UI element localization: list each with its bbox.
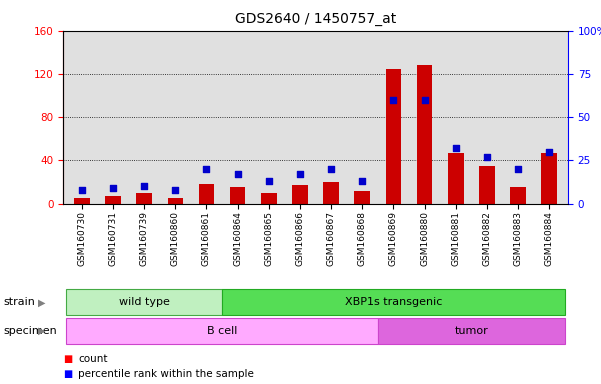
Bar: [479, 166, 495, 204]
Text: ■: ■: [63, 369, 72, 379]
Point: [482, 154, 492, 160]
Bar: [378, 318, 565, 344]
Text: ▶: ▶: [38, 297, 45, 308]
Point: [513, 166, 523, 172]
Text: ▶: ▶: [38, 326, 45, 336]
Bar: [261, 193, 276, 204]
Bar: [66, 318, 378, 344]
Point: [389, 97, 398, 103]
Bar: [230, 187, 245, 204]
Text: ■: ■: [63, 354, 72, 364]
Point: [419, 97, 429, 103]
Text: tumor: tumor: [454, 326, 488, 336]
Text: GDS2640 / 1450757_at: GDS2640 / 1450757_at: [235, 12, 396, 25]
Point: [451, 145, 460, 151]
Text: count: count: [78, 354, 108, 364]
Point: [264, 178, 273, 184]
Point: [108, 185, 118, 191]
Point: [545, 149, 554, 155]
Bar: [510, 187, 526, 204]
Point: [77, 187, 87, 193]
Bar: [355, 190, 370, 204]
Text: strain: strain: [3, 297, 35, 308]
Point: [202, 166, 212, 172]
Text: percentile rank within the sample: percentile rank within the sample: [78, 369, 254, 379]
Text: XBP1s transgenic: XBP1s transgenic: [345, 297, 442, 308]
Point: [139, 183, 149, 189]
Text: B cell: B cell: [207, 326, 237, 336]
Bar: [168, 198, 183, 204]
Text: wild type: wild type: [118, 297, 169, 308]
Bar: [222, 290, 565, 315]
Point: [326, 166, 336, 172]
Bar: [448, 153, 463, 204]
Bar: [542, 153, 557, 204]
Bar: [323, 182, 339, 204]
Point: [233, 171, 242, 177]
Point: [295, 171, 305, 177]
Bar: [105, 196, 121, 204]
Bar: [292, 185, 308, 204]
Bar: [417, 65, 432, 204]
Bar: [199, 184, 214, 204]
Bar: [136, 193, 152, 204]
Bar: [386, 68, 401, 204]
Text: specimen: specimen: [3, 326, 56, 336]
Bar: [66, 290, 222, 315]
Point: [171, 187, 180, 193]
Bar: [74, 198, 90, 204]
Point: [358, 178, 367, 184]
